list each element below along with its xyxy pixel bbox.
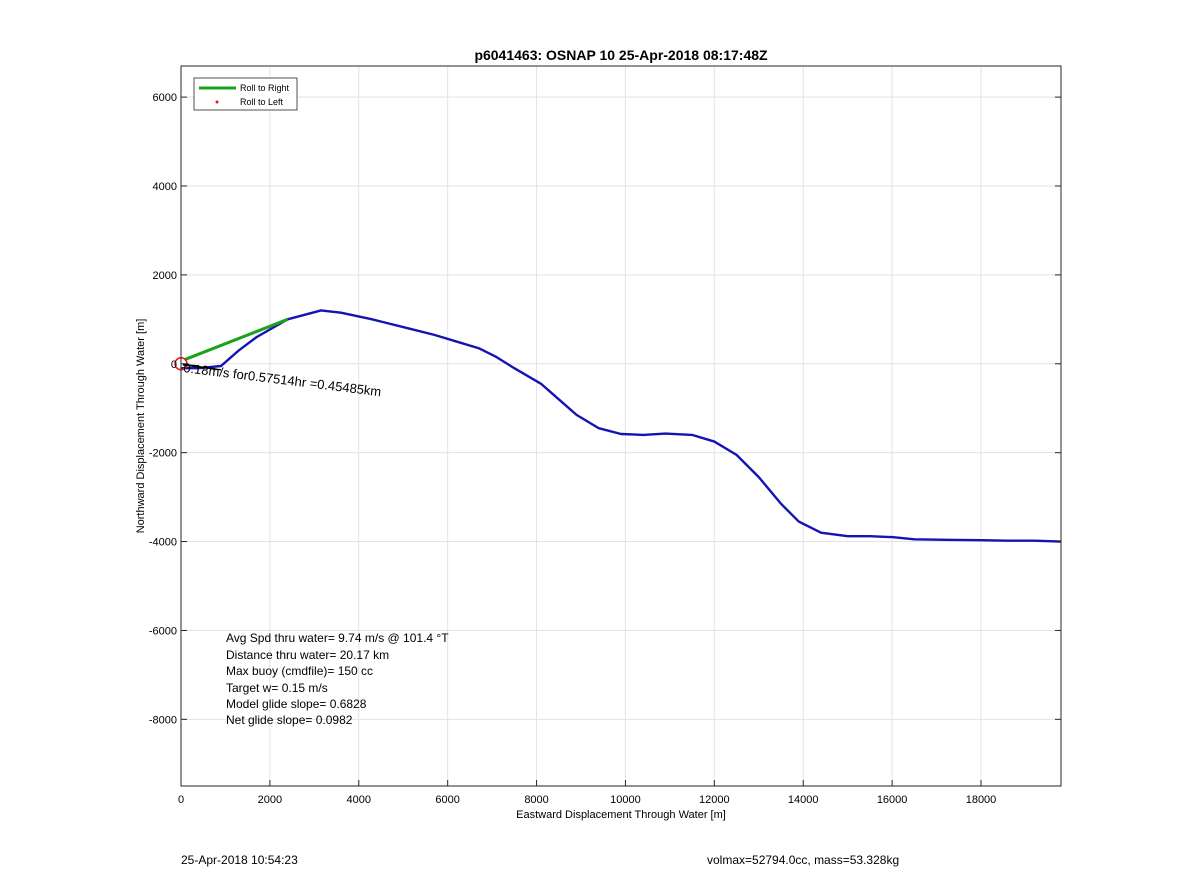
x-tick-label: 2000 bbox=[258, 794, 282, 806]
x-tick-label: 8000 bbox=[524, 794, 548, 806]
y-tick-label: 6000 bbox=[153, 92, 177, 104]
footer-volmax-mass: volmax=52794.0cc, mass=53.328kg bbox=[707, 853, 900, 867]
x-tick-label: 18000 bbox=[966, 794, 997, 806]
stat-net-glide: Net glide slope= 0.0982 bbox=[226, 713, 353, 727]
x-tick-label: 14000 bbox=[788, 794, 819, 806]
chart-title: p6041463: OSNAP 10 25-Apr-2018 08:17:48Z bbox=[474, 47, 768, 63]
stat-max-buoy: Max buoy (cmdfile)= 150 cc bbox=[226, 664, 373, 678]
x-tick-label: 10000 bbox=[610, 794, 641, 806]
legend-entry-left: Roll to Left bbox=[240, 97, 284, 107]
y-tick-label: -6000 bbox=[149, 625, 177, 637]
x-tick-label: 16000 bbox=[877, 794, 908, 806]
y-tick-label: -8000 bbox=[149, 714, 177, 726]
x-tick-label: 4000 bbox=[347, 794, 371, 806]
y-tick-label: -2000 bbox=[149, 448, 177, 460]
stats-block: Avg Spd thru water= 9.74 m/s @ 101.4 °T … bbox=[226, 631, 449, 727]
current-arrow bbox=[182, 364, 222, 371]
x-tick-label: 6000 bbox=[435, 794, 459, 806]
x-axis-label: Eastward Displacement Through Water [m] bbox=[516, 809, 726, 821]
stat-model-glide: Model glide slope= 0.6828 bbox=[226, 697, 367, 711]
stat-target-w: Target w= 0.15 m/s bbox=[226, 681, 328, 695]
stat-avg-speed: Avg Spd thru water= 9.74 m/s @ 101.4 °T bbox=[226, 631, 449, 645]
y-tick-label: 4000 bbox=[153, 181, 177, 193]
series-roll-right-line bbox=[184, 317, 289, 361]
footer-timestamp: 25-Apr-2018 10:54:23 bbox=[181, 853, 298, 867]
legend-box bbox=[193, 77, 298, 111]
plot-area bbox=[174, 309, 1062, 543]
y-tick-label: 2000 bbox=[153, 270, 177, 282]
legend-swatch-left bbox=[215, 100, 219, 104]
ticks: 0 2000 4000 6000 8000 10000 12000 14000 16000 180… bbox=[149, 92, 1061, 806]
path-annotation: 0.18m/s for0.57514hr =0.45485km bbox=[183, 360, 382, 399]
y-tick-label: 0 bbox=[171, 359, 177, 371]
x-tick-label: 0 bbox=[178, 794, 184, 806]
axes-box bbox=[180, 65, 1062, 787]
y-tick-label: -4000 bbox=[149, 537, 177, 549]
x-tick-label: 12000 bbox=[699, 794, 730, 806]
grid bbox=[180, 66, 1061, 786]
legend-entry-right: Roll to Right bbox=[240, 83, 290, 93]
stat-distance: Distance thru water= 20.17 km bbox=[226, 648, 389, 662]
y-axis-label: Northward Displacement Through Water [m] bbox=[135, 319, 147, 534]
legend: Roll to Right Roll to Left bbox=[193, 77, 298, 111]
series-track-line bbox=[181, 309, 1062, 543]
